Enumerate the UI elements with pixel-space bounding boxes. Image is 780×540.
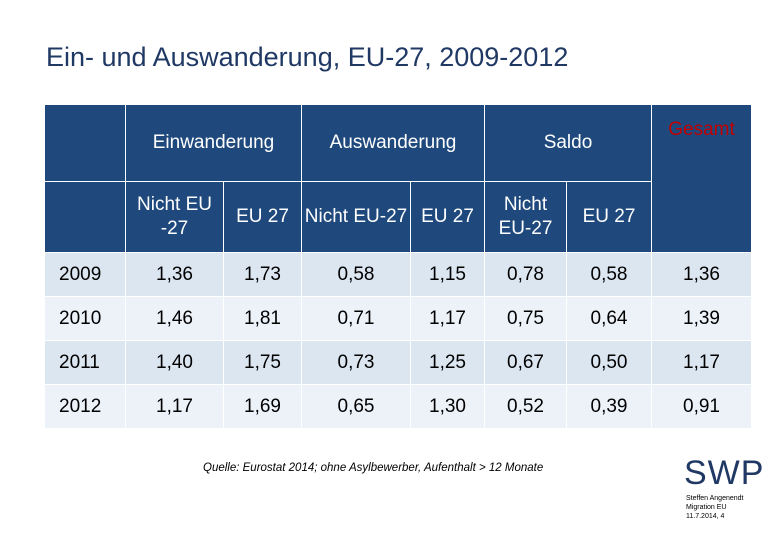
table-cell: 1,40 [125,340,224,385]
table-row: 2010 1,46 1,81 0,71 1,17 0,75 0,64 1,39 [44,296,752,341]
subheader-einwanderung-eu: EU 27 [223,181,302,253]
table-cell: 1,17 [410,296,485,341]
subheader-auswanderung-eu: EU 27 [410,181,485,253]
logo-date: 11.7.2014, 4 [686,513,725,520]
table-cell: 1,75 [223,340,302,385]
table-cell: 1,36 [125,252,224,297]
subheader-auswanderung-nicht-eu: Nicht EU-27 [301,181,411,253]
header-corner-sub [44,181,126,253]
source-note: Quelle: Eurostat 2014; ohne Asylbewerber… [203,462,544,474]
row-year: 2012 [44,384,126,429]
header-saldo: Saldo [484,104,652,182]
swp-logo: SWP [684,454,765,492]
logo-subject: Migration EU [686,504,727,511]
table-cell: 0,67 [484,340,567,385]
logo-author: Steffen Angenendt [686,495,744,502]
table-cell: 0,50 [566,340,652,385]
table-cell: 0,73 [301,340,411,385]
table-cell: 1,73 [223,252,302,297]
migration-table: Einwanderung Auswanderung Saldo Gesamt N… [44,104,752,429]
header-row-sub: Nicht EU -27 EU 27 Nicht EU-27 EU 27 Nic… [44,181,752,253]
row-year: 2009 [44,252,126,297]
total-cell: 1,17 [651,340,752,385]
table-cell: 0,52 [484,384,567,429]
table-row: 2009 1,36 1,73 0,58 1,15 0,78 0,58 1,36 [44,252,752,297]
header-corner [44,104,126,182]
total-cell: 0,91 [651,384,752,429]
table-cell: 0,71 [301,296,411,341]
total-cell: 1,39 [651,296,752,341]
subheader-saldo-nicht-eu: Nicht EU-27 [484,181,567,253]
table-cell: 1,17 [125,384,224,429]
table-cell: 1,15 [410,252,485,297]
header-einwanderung: Einwanderung [125,104,302,182]
header-gesamt: Gesamt [651,104,752,253]
row-year: 2010 [44,296,126,341]
header-row-groups: Einwanderung Auswanderung Saldo Gesamt [44,104,752,253]
table-row: 2012 1,17 1,69 0,65 1,30 0,52 0,39 0,91 [44,384,752,429]
table-cell: 1,25 [410,340,485,385]
page-title: Ein- und Auswanderung, EU-27, 2009-2012 [46,42,569,72]
table-cell: 0,58 [566,252,652,297]
table-cell: 1,69 [223,384,302,429]
subheader-saldo-eu: EU 27 [566,181,652,253]
table-cell: 1,46 [125,296,224,341]
header-auswanderung: Auswanderung [301,104,485,182]
table-cell: 1,30 [410,384,485,429]
table-cell: 0,64 [566,296,652,341]
table-cell: 0,75 [484,296,567,341]
table-cell: 0,39 [566,384,652,429]
table-cell: 0,78 [484,252,567,297]
subheader-einwanderung-nicht-eu: Nicht EU -27 [125,181,224,253]
logo-caption: Steffen Angenendt Migration EU 11.7.2014… [686,494,743,521]
total-cell: 1,36 [651,252,752,297]
table-cell: 0,65 [301,384,411,429]
table-row: 2011 1,40 1,75 0,73 1,25 0,67 0,50 1,17 [44,340,752,385]
table-cell: 1,81 [223,296,302,341]
table-cell: 0,58 [301,252,411,297]
row-year: 2011 [44,340,126,385]
